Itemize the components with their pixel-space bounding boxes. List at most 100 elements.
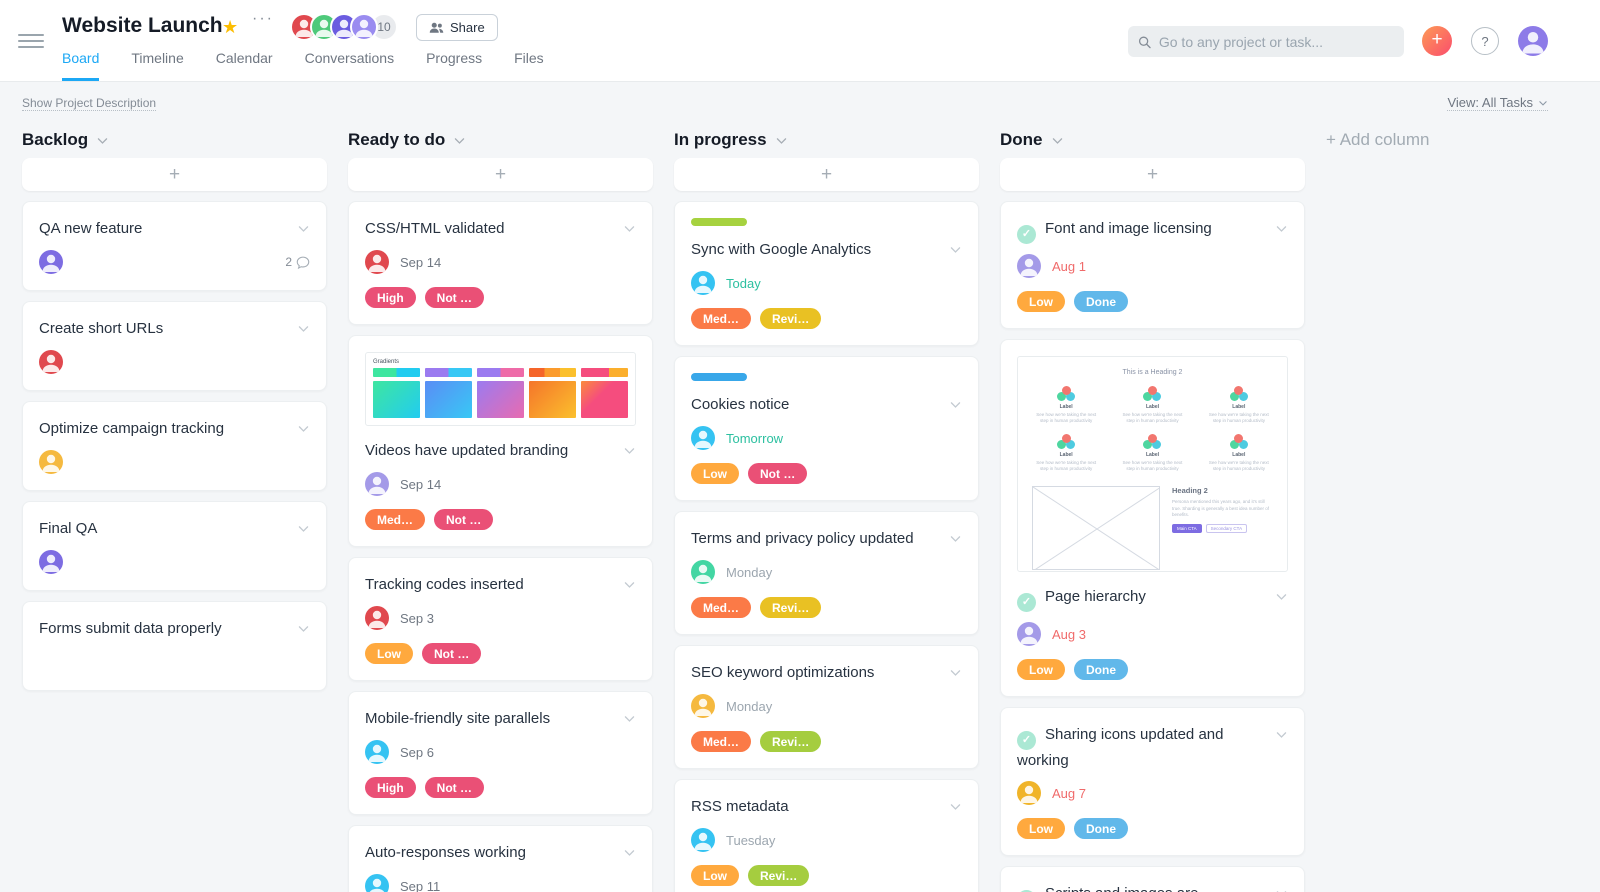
tag-pill[interactable]: High bbox=[365, 287, 416, 308]
task-card[interactable]: ✓Scripts and images are bbox=[1000, 866, 1305, 892]
assignee-avatar[interactable] bbox=[39, 550, 63, 574]
search-input[interactable] bbox=[1158, 33, 1394, 50]
assignee-avatar[interactable] bbox=[1017, 781, 1041, 805]
tag-pill[interactable]: Revi… bbox=[748, 865, 810, 886]
assignee-avatar[interactable] bbox=[1017, 622, 1041, 646]
chevron-down-icon[interactable] bbox=[623, 712, 636, 730]
column-header[interactable]: Ready to do bbox=[348, 122, 653, 158]
show-project-description-link[interactable]: Show Project Description bbox=[22, 96, 157, 111]
chevron-down-icon[interactable] bbox=[623, 444, 636, 462]
assignee-avatar[interactable] bbox=[691, 694, 715, 718]
completed-check-icon[interactable]: ✓ bbox=[1017, 593, 1036, 612]
completed-check-icon[interactable]: ✓ bbox=[1017, 225, 1036, 244]
tag-pill[interactable]: Revi… bbox=[760, 597, 822, 618]
task-card[interactable]: Auto-responses working Sep 11 bbox=[348, 825, 653, 892]
assignee-avatar[interactable] bbox=[39, 250, 63, 274]
task-card[interactable]: QA new feature 2 bbox=[22, 201, 327, 291]
column-header[interactable]: In progress bbox=[674, 122, 979, 158]
tag-pill[interactable]: High bbox=[365, 777, 416, 798]
tag-pill[interactable]: Done bbox=[1074, 659, 1128, 680]
task-card[interactable]: Forms submit data properly bbox=[22, 601, 327, 691]
hamburger-menu-icon[interactable] bbox=[18, 30, 44, 52]
tag-pill[interactable]: Low bbox=[1017, 291, 1065, 312]
chevron-down-icon[interactable] bbox=[949, 666, 962, 684]
chevron-down-icon[interactable] bbox=[1275, 887, 1288, 892]
tag-pill[interactable]: Low bbox=[365, 643, 413, 664]
chevron-down-icon[interactable] bbox=[623, 578, 636, 596]
chevron-down-icon[interactable] bbox=[297, 622, 310, 640]
completed-check-icon[interactable]: ✓ bbox=[1017, 890, 1036, 892]
task-card[interactable]: Optimize campaign tracking bbox=[22, 401, 327, 491]
chevron-down-icon[interactable] bbox=[297, 522, 310, 540]
help-button[interactable]: ? bbox=[1471, 27, 1499, 55]
add-task-button[interactable]: + bbox=[674, 158, 979, 191]
tag-pill[interactable]: Med… bbox=[365, 509, 425, 530]
task-card[interactable]: Gradients Videos have updated branding S… bbox=[348, 335, 653, 547]
view-filter-dropdown[interactable]: View: All Tasks bbox=[1447, 95, 1548, 111]
chevron-down-icon[interactable] bbox=[949, 243, 962, 261]
task-card[interactable]: SEO keyword optimizations Monday Med… Rev… bbox=[674, 645, 979, 769]
task-card[interactable]: ✓ Font and image licensing Aug 1 Low Done bbox=[1000, 201, 1305, 329]
tag-pill[interactable]: Not … bbox=[424, 777, 484, 798]
tag-pill[interactable]: Done bbox=[1074, 291, 1128, 312]
assignee-avatar[interactable] bbox=[365, 740, 389, 764]
assignee-avatar[interactable] bbox=[365, 472, 389, 496]
tag-pill[interactable]: Low bbox=[691, 865, 739, 886]
task-card[interactable]: Mobile-friendly site parallels Sep 6 Hig… bbox=[348, 691, 653, 815]
tag-pill[interactable]: Low bbox=[1017, 818, 1065, 839]
tab-calendar[interactable]: Calendar bbox=[215, 50, 273, 66]
add-task-button[interactable]: + bbox=[348, 158, 653, 191]
task-card[interactable]: Final QA bbox=[22, 501, 327, 591]
add-task-button[interactable]: + bbox=[1000, 158, 1305, 191]
task-card[interactable]: This is a Heading 2 Label See how we're t… bbox=[1000, 339, 1305, 697]
chevron-down-icon[interactable] bbox=[949, 532, 962, 550]
search-bar[interactable] bbox=[1128, 26, 1404, 57]
task-card[interactable]: ✓ Sharing icons updated and working Aug 7… bbox=[1000, 707, 1305, 856]
chevron-down-icon[interactable] bbox=[949, 800, 962, 818]
tag-pill[interactable]: Med… bbox=[691, 731, 751, 752]
tab-timeline[interactable]: Timeline bbox=[131, 50, 184, 66]
chevron-down-icon[interactable] bbox=[1275, 222, 1288, 240]
completed-check-icon[interactable]: ✓ bbox=[1017, 731, 1036, 750]
tag-pill[interactable]: Low bbox=[1017, 659, 1065, 680]
chevron-down-icon[interactable] bbox=[1275, 590, 1288, 608]
task-card[interactable]: CSS/HTML validated Sep 14 High Not … bbox=[348, 201, 653, 325]
tab-progress[interactable]: Progress bbox=[426, 50, 483, 66]
task-card[interactable]: Terms and privacy policy updated Monday … bbox=[674, 511, 979, 635]
tab-board[interactable]: Board bbox=[62, 50, 100, 81]
share-button[interactable]: Share bbox=[416, 14, 498, 41]
tab-conversations[interactable]: Conversations bbox=[304, 50, 395, 66]
assignee-avatar[interactable] bbox=[39, 350, 63, 374]
tab-files[interactable]: Files bbox=[514, 50, 544, 66]
tag-pill[interactable]: Not … bbox=[434, 509, 494, 530]
task-card[interactable]: Tracking codes inserted Sep 3 Low Not … bbox=[348, 557, 653, 681]
add-column-button[interactable]: + Add column bbox=[1326, 130, 1430, 149]
assignee-avatar[interactable] bbox=[691, 560, 715, 584]
column-header[interactable]: Done bbox=[1000, 122, 1305, 158]
user-avatar[interactable] bbox=[1518, 26, 1548, 56]
tag-pill[interactable]: Revi… bbox=[760, 308, 822, 329]
chevron-down-icon[interactable] bbox=[623, 846, 636, 864]
task-card[interactable]: RSS metadata Tuesday Low Revi… bbox=[674, 779, 979, 892]
chevron-down-icon[interactable] bbox=[949, 398, 962, 416]
assignee-avatar[interactable] bbox=[691, 271, 715, 295]
overflow-menu-icon[interactable]: ··· bbox=[252, 10, 274, 27]
tag-pill[interactable]: Done bbox=[1074, 818, 1128, 839]
star-icon[interactable]: ★ bbox=[222, 17, 239, 37]
chevron-down-icon[interactable] bbox=[297, 422, 310, 440]
tag-pill[interactable]: Revi… bbox=[760, 731, 822, 752]
assignee-avatar[interactable] bbox=[39, 450, 63, 474]
assignee-avatar[interactable] bbox=[365, 874, 389, 892]
chevron-down-icon[interactable] bbox=[1275, 728, 1288, 746]
tag-pill[interactable]: Low bbox=[691, 463, 739, 484]
member-avatar-stack[interactable]: 10 bbox=[290, 13, 398, 41]
assignee-avatar[interactable] bbox=[1017, 254, 1041, 278]
add-task-button[interactable]: + bbox=[22, 158, 327, 191]
assignee-avatar[interactable] bbox=[365, 250, 389, 274]
task-card[interactable]: Sync with Google Analytics Today Med… Rev… bbox=[674, 201, 979, 346]
assignee-avatar[interactable] bbox=[691, 426, 715, 450]
tag-pill[interactable]: Not … bbox=[422, 643, 482, 664]
chevron-down-icon[interactable] bbox=[297, 322, 310, 340]
tag-pill[interactable]: Not … bbox=[748, 463, 808, 484]
column-header[interactable]: Backlog bbox=[22, 122, 327, 158]
